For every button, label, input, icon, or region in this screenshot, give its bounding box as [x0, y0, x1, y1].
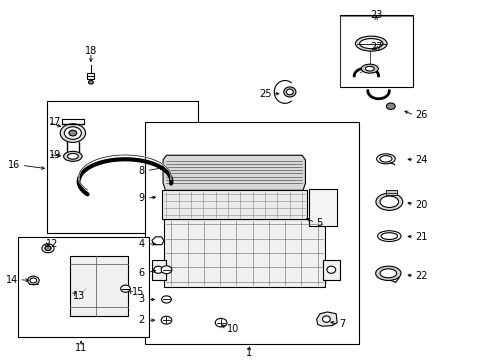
Text: 7: 7 [339, 319, 345, 329]
Text: 14: 14 [5, 275, 18, 285]
Ellipse shape [355, 36, 386, 51]
Text: 17: 17 [48, 117, 61, 127]
Text: 3: 3 [138, 294, 144, 305]
Text: 4: 4 [138, 239, 144, 249]
Ellipse shape [359, 39, 382, 49]
Text: 23: 23 [369, 10, 382, 20]
Ellipse shape [376, 154, 394, 164]
Ellipse shape [45, 246, 51, 251]
Text: 8: 8 [138, 166, 144, 176]
Ellipse shape [60, 124, 85, 142]
Text: 12: 12 [45, 239, 58, 249]
Ellipse shape [161, 316, 171, 324]
Text: 9: 9 [138, 193, 144, 203]
Polygon shape [152, 237, 163, 245]
Bar [47, 101, 198, 233]
Ellipse shape [154, 266, 162, 273]
Ellipse shape [379, 269, 396, 278]
Text: 13: 13 [73, 291, 85, 301]
Text: 5: 5 [316, 217, 322, 228]
Text: 15: 15 [132, 287, 144, 297]
Ellipse shape [30, 278, 37, 283]
Polygon shape [163, 155, 305, 190]
Ellipse shape [379, 156, 391, 162]
Ellipse shape [361, 64, 378, 73]
Ellipse shape [67, 153, 78, 159]
Ellipse shape [88, 81, 93, 84]
Ellipse shape [121, 285, 130, 292]
Text: 18: 18 [84, 46, 97, 56]
Bar [87, 73, 94, 80]
Text: 2: 2 [138, 315, 144, 325]
Text: 10: 10 [226, 324, 238, 334]
Ellipse shape [161, 266, 171, 274]
Ellipse shape [161, 296, 171, 303]
Ellipse shape [64, 127, 81, 139]
Ellipse shape [386, 103, 394, 109]
Ellipse shape [215, 318, 226, 327]
Ellipse shape [42, 244, 54, 253]
Bar [308, 189, 336, 226]
Ellipse shape [375, 193, 402, 210]
Ellipse shape [377, 231, 400, 242]
Text: 16: 16 [8, 160, 20, 170]
Bar [161, 190, 306, 219]
Ellipse shape [283, 87, 295, 97]
Ellipse shape [63, 151, 82, 161]
Ellipse shape [286, 89, 293, 95]
Bar [385, 190, 396, 195]
Text: 11: 11 [75, 343, 87, 353]
Bar [18, 237, 149, 337]
Ellipse shape [322, 316, 330, 322]
Text: 1: 1 [246, 348, 252, 358]
Text: 22: 22 [414, 271, 427, 281]
Ellipse shape [326, 266, 335, 273]
Bar [339, 15, 412, 86]
Text: 26: 26 [414, 110, 427, 120]
Ellipse shape [380, 233, 397, 239]
Polygon shape [316, 312, 336, 326]
Text: 6: 6 [138, 267, 144, 278]
Text: 27: 27 [369, 42, 382, 52]
Text: 19: 19 [48, 149, 61, 159]
Ellipse shape [69, 130, 77, 136]
Ellipse shape [27, 276, 39, 285]
Bar [70, 256, 128, 315]
Bar [144, 122, 358, 344]
Ellipse shape [375, 266, 400, 280]
Text: 21: 21 [414, 232, 427, 242]
Bar [163, 219, 325, 287]
Ellipse shape [379, 196, 398, 207]
Text: 24: 24 [414, 155, 427, 165]
Text: 20: 20 [414, 200, 427, 210]
Bar [322, 260, 339, 280]
Ellipse shape [365, 66, 373, 71]
Bar [152, 260, 165, 280]
Text: 25: 25 [258, 89, 271, 99]
